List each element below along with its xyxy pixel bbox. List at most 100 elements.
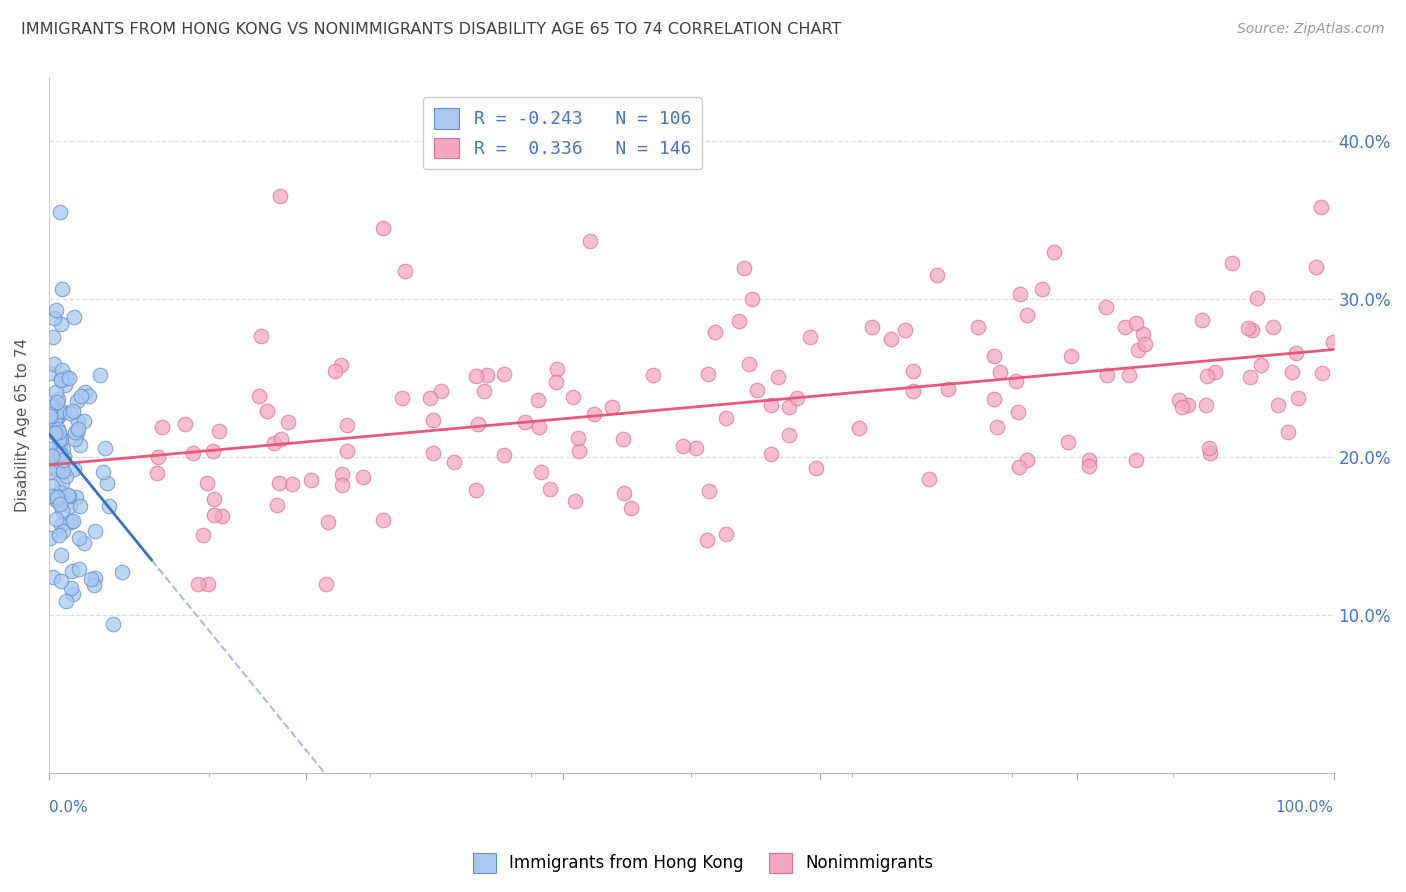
Point [39, 460, 62, 475]
Point [39, 442, 62, 456]
Point [1015, 453, 1038, 467]
Text: 0.0%: 0.0% [49, 800, 87, 815]
Point [697, 367, 720, 381]
Point [475, 368, 498, 383]
Point [44, 458, 66, 472]
Point [45, 395, 67, 409]
Point [42, 310, 65, 325]
Point [49, 372, 72, 386]
Point [62, 404, 84, 418]
Point [983, 392, 1005, 406]
Point [93, 441, 115, 455]
Point [330, 467, 353, 482]
Point [1125, 316, 1147, 330]
Point [768, 370, 790, 384]
Point [45, 409, 67, 424]
Point [89, 368, 111, 382]
Point [41, 449, 63, 463]
Point [927, 268, 949, 282]
Point [39, 366, 62, 380]
Point [55, 370, 77, 384]
Point [1246, 291, 1268, 305]
Point [988, 365, 1011, 379]
Point [901, 364, 924, 378]
Text: Source: ZipAtlas.com: Source: ZipAtlas.com [1237, 22, 1385, 37]
Point [111, 565, 134, 579]
Point [191, 527, 214, 541]
Point [472, 384, 495, 399]
Point [48, 527, 70, 541]
Point [737, 357, 759, 371]
Point [44, 414, 66, 428]
Point [1031, 282, 1053, 296]
Point [761, 447, 783, 461]
Point [582, 407, 605, 421]
Point [1261, 319, 1284, 334]
Point [394, 264, 416, 278]
Point [1171, 401, 1194, 415]
Point [492, 368, 515, 382]
Point [546, 361, 568, 376]
Point [46, 442, 69, 457]
Point [641, 368, 664, 383]
Point [39, 407, 62, 421]
Point [59, 499, 82, 513]
Point [918, 472, 941, 486]
Point [1198, 441, 1220, 455]
Point [69, 438, 91, 452]
Text: IMMIGRANTS FROM HONG KONG VS NONIMMIGRANTS DISABILITY AGE 65 TO 74 CORRELATION C: IMMIGRANTS FROM HONG KONG VS NONIMMIGRAN… [21, 22, 841, 37]
Point [39, 409, 62, 423]
Point [48, 497, 70, 511]
Point [46, 422, 69, 436]
Point [51, 433, 73, 447]
Point [799, 330, 821, 344]
Point [63, 310, 86, 325]
Point [48, 490, 70, 504]
Point [269, 476, 291, 491]
Point [62, 587, 84, 601]
Point [562, 390, 585, 404]
Point [1267, 398, 1289, 412]
Point [467, 417, 489, 431]
Point [55, 468, 77, 483]
Point [1239, 369, 1261, 384]
Point [46, 392, 69, 406]
Point [1277, 425, 1299, 439]
Point [39, 448, 62, 462]
Point [568, 443, 591, 458]
Point [315, 576, 337, 591]
Point [1191, 313, 1213, 327]
Point [48, 433, 70, 447]
Point [600, 400, 623, 414]
Point [786, 391, 808, 405]
Point [329, 358, 352, 372]
Point [1126, 343, 1149, 358]
Point [41, 417, 63, 431]
Point [894, 323, 917, 337]
Point [1286, 391, 1309, 405]
Point [45, 302, 67, 317]
Point [63, 432, 86, 446]
Point [620, 501, 643, 516]
Point [778, 401, 800, 415]
Point [1132, 326, 1154, 341]
Point [804, 461, 827, 475]
Point [465, 369, 488, 384]
Point [1125, 453, 1147, 467]
Point [84, 571, 107, 585]
Point [733, 261, 755, 276]
Point [391, 391, 413, 405]
Point [1310, 366, 1333, 380]
Point [880, 332, 903, 346]
Point [39, 465, 62, 479]
Point [546, 375, 568, 389]
Point [465, 483, 488, 498]
Point [696, 533, 718, 548]
Point [250, 328, 273, 343]
Point [860, 320, 883, 334]
Point [277, 415, 299, 429]
Point [66, 414, 89, 428]
Point [66, 393, 89, 408]
Point [70, 389, 93, 403]
Point [1077, 458, 1099, 473]
